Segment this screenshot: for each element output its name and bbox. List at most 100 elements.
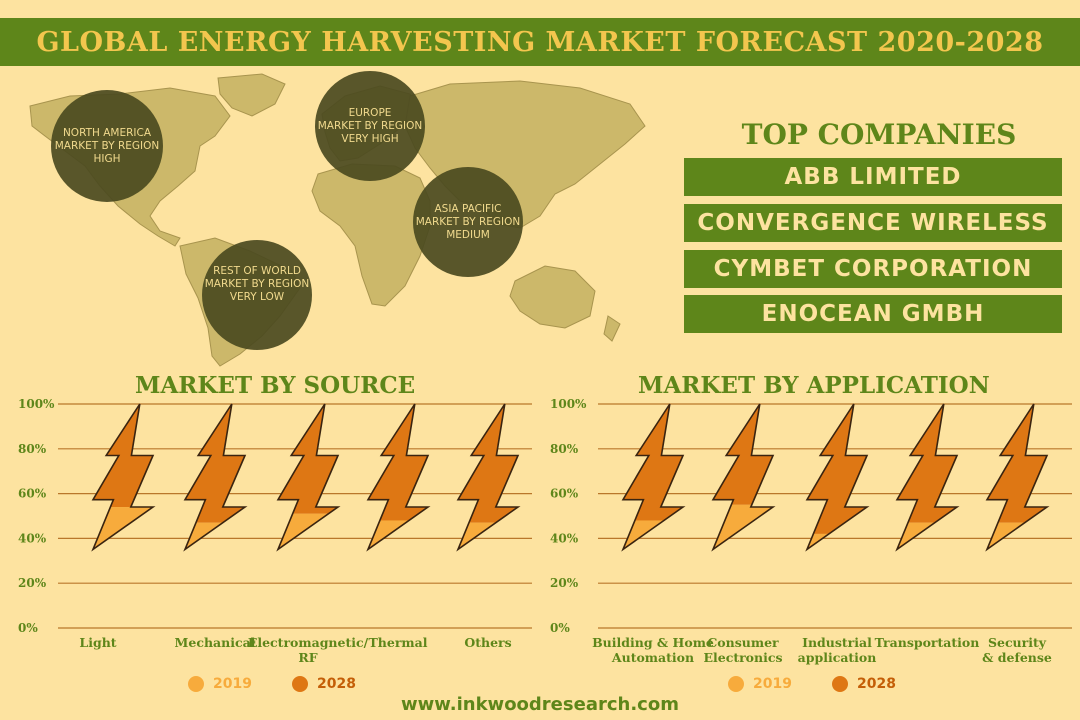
- bar-2019: [458, 522, 518, 550]
- bar-2028: [623, 404, 683, 521]
- category-label: Electronics: [703, 650, 782, 665]
- region-label: MARKET BY REGION: [205, 278, 309, 290]
- bar-2028: [458, 404, 518, 523]
- region-asia-pacific: ASIA PACIFIC MARKET BY REGION MEDIUM: [413, 167, 523, 277]
- bar-2028: [987, 404, 1047, 523]
- y-tick-label: 0%: [550, 621, 570, 635]
- category-label: Automation: [611, 650, 694, 665]
- region-label: HIGH: [93, 153, 120, 165]
- africa-shape: [311, 163, 431, 307]
- region-label: VERY LOW: [230, 291, 285, 303]
- title-banner: GLOBAL ENERGY HARVESTING MARKET FORECAST…: [0, 18, 1080, 66]
- y-tick-label: 60%: [550, 487, 579, 501]
- bar-2019: [185, 522, 245, 550]
- category-label: Thermal: [368, 635, 427, 650]
- company-item: CYMBET CORPORATION: [684, 250, 1062, 288]
- bar-2028: [897, 404, 957, 523]
- legend-label-2028: 2028: [856, 676, 896, 692]
- bar-2019: [93, 507, 153, 550]
- company-item: ENOCEAN GMBH: [684, 295, 1062, 333]
- y-tick-label: 20%: [550, 576, 579, 590]
- bar-2019: [897, 522, 957, 550]
- y-tick-label: 20%: [18, 576, 47, 590]
- category-label: Others: [464, 635, 511, 650]
- greenland-shape: [217, 73, 286, 117]
- legend-label-2028: 2028: [316, 676, 356, 692]
- page-title: GLOBAL ENERGY HARVESTING MARKET FORECAST…: [36, 26, 1044, 58]
- region-label: EUROPE: [349, 107, 392, 119]
- market-by-application-chart: 100% 80% 60% 40% 20% 0% Building & HomeAutomat…: [550, 397, 1072, 665]
- y-tick-label: 80%: [18, 442, 47, 456]
- region-north-america-circle: [51, 90, 163, 202]
- region-label: ASIA PACIFIC: [434, 203, 501, 215]
- bolt-outline: [91, 403, 156, 552]
- region-europe: EUROPE MARKET BY REGION VERY HIGH: [315, 71, 425, 181]
- region-bubbles: NORTH AMERICA MARKET BY REGION HIGH EURO…: [51, 71, 523, 350]
- category-label: application: [798, 650, 877, 665]
- region-label: VERY HIGH: [341, 133, 398, 145]
- bolt-outline: [276, 403, 341, 552]
- region-label: MARKET BY REGION: [318, 120, 422, 132]
- category-label: Electromagnetic/: [248, 635, 369, 650]
- bolt-outline: [456, 403, 521, 552]
- y-tick-label: 40%: [550, 531, 579, 545]
- y-tick-label: 100%: [18, 397, 55, 411]
- company-item: CONVERGENCE WIRELESS: [684, 204, 1062, 242]
- source-legend: 2019 2028: [188, 676, 356, 692]
- category-label: RF: [298, 650, 317, 665]
- bar-2028: [185, 404, 245, 523]
- region-label: MEDIUM: [446, 229, 490, 241]
- market-by-source-chart: 100% 80% 60% 40% 20% 0% Light MechanicalElectro…: [18, 397, 532, 665]
- region-label: MARKET BY REGION: [416, 216, 520, 228]
- category-label: Building & Home: [592, 635, 714, 650]
- legend-label-2019: 2019: [213, 676, 252, 692]
- top-companies-title: TOP COMPANIES: [741, 118, 1017, 151]
- y-tick-label: 40%: [18, 531, 47, 545]
- bolt-outline: [711, 403, 776, 552]
- category-label: Light: [79, 635, 116, 650]
- bolt-outline: [805, 403, 870, 552]
- bar-2028: [93, 404, 153, 508]
- y-tick-label: 60%: [18, 487, 47, 501]
- bolt-outline: [895, 403, 960, 552]
- y-tick-label: 0%: [18, 621, 38, 635]
- category-label: Consumer: [707, 635, 779, 650]
- legend-swatch-2028: [291, 676, 308, 692]
- world-map: NORTH AMERICA MARKET BY REGION HIGH EURO…: [29, 71, 646, 367]
- category-label: Security: [988, 635, 1047, 650]
- category-label: Transportation: [875, 635, 980, 650]
- bar-2019: [987, 522, 1047, 550]
- region-label: MARKET BY REGION: [55, 140, 159, 152]
- legend-swatch-2019: [728, 676, 744, 692]
- bar-2028: [807, 404, 867, 534]
- region-europe-circle: [315, 71, 425, 181]
- region-north-america: NORTH AMERICA MARKET BY REGION HIGH: [51, 90, 163, 202]
- bolt-outline: [366, 403, 431, 552]
- region-rest-of-world-circle: [202, 240, 312, 350]
- application-legend: 2019 2028: [728, 676, 896, 692]
- legend-swatch-2019: [188, 676, 204, 692]
- region-label: REST OF WORLD: [213, 265, 301, 277]
- bolt-outline: [183, 403, 248, 552]
- region-asia-pacific-circle: [413, 167, 523, 277]
- bar-2028: [368, 404, 428, 521]
- australia-shape: [509, 265, 596, 329]
- legend-label-2019: 2019: [753, 676, 792, 692]
- bolt-outline: [985, 403, 1050, 552]
- application-chart-title: MARKET BY APPLICATION: [638, 372, 990, 399]
- bar-2028: [278, 404, 338, 514]
- website-footer: www.inkwoodresearch.com: [401, 694, 679, 715]
- bar-2019: [278, 513, 338, 550]
- company-item: ABB LIMITED: [684, 158, 1062, 196]
- category-label: & defense: [982, 650, 1052, 665]
- bolt-outline: [621, 403, 686, 552]
- region-rest-of-world: REST OF WORLD MARKET BY REGION VERY LOW: [202, 240, 312, 350]
- bar-2028: [713, 404, 773, 505]
- y-tick-label: 100%: [550, 397, 587, 411]
- category-label: Mechanical: [175, 635, 256, 650]
- source-chart-title: MARKET BY SOURCE: [135, 372, 416, 399]
- category-label: Industrial: [802, 635, 872, 650]
- new-zealand-shape: [603, 315, 621, 342]
- bar-2019: [713, 504, 773, 550]
- region-label: NORTH AMERICA: [63, 127, 152, 139]
